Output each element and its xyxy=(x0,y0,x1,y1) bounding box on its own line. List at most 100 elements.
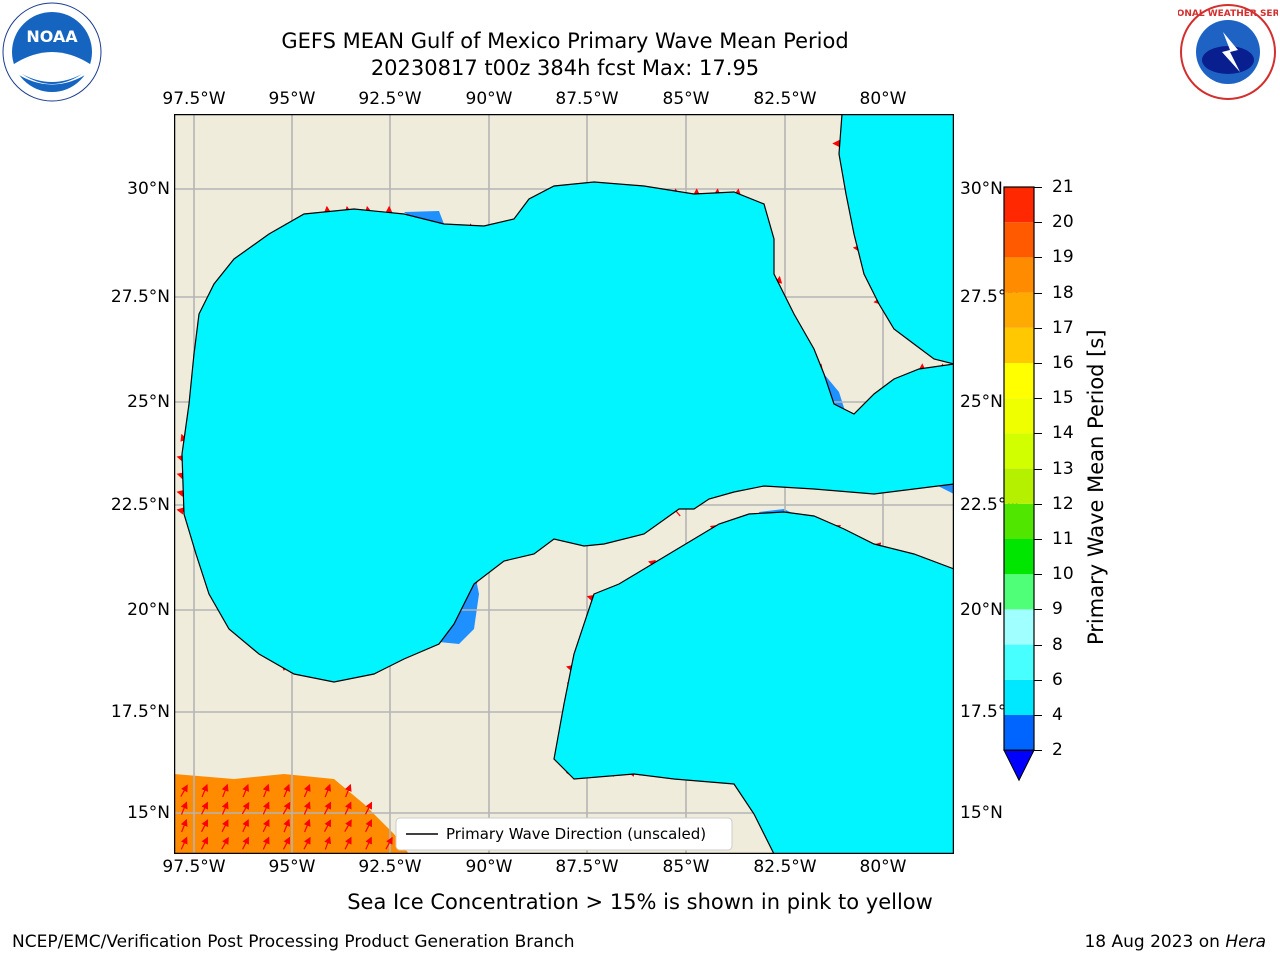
lat-tick-left: 27.5°N xyxy=(110,287,170,307)
lat-tick-left: 17.5°N xyxy=(110,702,170,722)
colorbar-swatch xyxy=(1004,327,1034,363)
lat-tick-right: 30°N xyxy=(960,179,1003,199)
colorbar-tick-label: 15 xyxy=(1052,388,1074,409)
colorbar-swatch xyxy=(1004,503,1034,539)
colorbar-tick-label: 21 xyxy=(1052,177,1074,197)
lon-tick-bottom: 82.5°W xyxy=(753,857,817,877)
lon-tick-top: 80°W xyxy=(859,89,907,109)
sea-ice-note: Sea Ice Concentration > 15% is shown in … xyxy=(347,890,933,914)
lat-tick-right: 25°N xyxy=(960,392,1003,412)
colorbar-tick-mark xyxy=(1034,468,1042,470)
colorbar-swatch xyxy=(1004,187,1034,223)
colorbar-tick-mark xyxy=(1034,609,1042,611)
lat-tick-left: 20°N xyxy=(127,600,170,620)
colorbar-tick-mark xyxy=(1034,327,1042,329)
colorbar xyxy=(1003,186,1035,782)
lat-tick-left: 15°N xyxy=(127,803,170,823)
map-subtitle: 20230817 t00z 384h fcst Max: 17.95 xyxy=(370,56,760,80)
colorbar-tick-label: 12 xyxy=(1052,493,1074,514)
wave-arrow xyxy=(221,819,229,833)
colorbar-tick-label: 11 xyxy=(1052,529,1074,549)
colorbar-tick-mark xyxy=(1034,292,1042,294)
colorbar-swatch xyxy=(1004,292,1034,328)
colorbar-tick-mark xyxy=(1034,433,1042,435)
nws-logo: NATIONAL WEATHER SERVICE xyxy=(1178,3,1278,101)
colorbar-swatch xyxy=(1004,257,1034,293)
colorbar-swatch xyxy=(1004,539,1034,575)
footer-right: 18 Aug 2023 on Hera xyxy=(1084,932,1266,952)
wave-arrow xyxy=(201,783,209,798)
noaa-logo-text: NOAA xyxy=(26,27,78,46)
colorbar-label: Primary Wave Mean Period [s] xyxy=(1084,329,1108,645)
wave-arrow xyxy=(221,801,229,815)
map-panel: Primary Wave Direction (unscaled) xyxy=(174,114,954,854)
colorbar-swatch xyxy=(1004,574,1034,610)
colorbar-tick-mark xyxy=(1034,398,1042,400)
wave-arrow xyxy=(283,818,291,833)
colorbar-tick-mark xyxy=(1034,257,1042,259)
wave-arrow xyxy=(180,818,188,833)
wave-arrow xyxy=(242,819,249,833)
wave-arrow xyxy=(200,836,209,850)
colorbar-tick-mark xyxy=(1034,644,1042,646)
wave-arrow xyxy=(344,819,352,832)
wave-arrow xyxy=(282,836,291,850)
dark-patch-texas-coast xyxy=(404,211,444,224)
lon-tick-bottom: 90°W xyxy=(465,857,513,877)
wave-arrow xyxy=(344,801,352,815)
colorbar-tick-mark xyxy=(1034,539,1042,540)
wave-arrow xyxy=(303,783,311,798)
wave-arrow xyxy=(344,783,352,798)
colorbar-tick-mark xyxy=(1034,574,1042,576)
lon-tick-bottom: 92.5°W xyxy=(358,857,422,877)
wave-arrow xyxy=(221,836,229,850)
wave-arrow xyxy=(365,819,372,833)
colorbar-tick-label: 10 xyxy=(1052,564,1074,585)
noaa-logo: NOAA xyxy=(2,2,102,102)
wave-arrow xyxy=(364,801,373,815)
colorbar-tick-label: 19 xyxy=(1052,247,1074,268)
colorbar-tick-label: 4 xyxy=(1052,705,1063,725)
colorbar-tick-label: 20 xyxy=(1052,212,1074,233)
colorbar-swatch xyxy=(1004,433,1034,469)
wave-arrow xyxy=(283,783,291,798)
wave-arrow xyxy=(324,783,332,798)
wave-arrow xyxy=(282,801,291,815)
colorbar-swatch xyxy=(1004,609,1034,645)
lon-tick-top: 85°W xyxy=(662,89,710,109)
lat-tick-right: 20°N xyxy=(960,600,1003,620)
lon-tick-top: 97.5°W xyxy=(162,89,226,109)
lat-tick-left: 30°N xyxy=(127,179,170,199)
colorbar-swatch xyxy=(1004,715,1034,751)
map-title: GEFS MEAN Gulf of Mexico Primary Wave Me… xyxy=(281,29,849,53)
lon-tick-bottom: 97.5°W xyxy=(162,857,226,877)
nws-ring-text: NATIONAL WEATHER SERVICE xyxy=(1178,9,1278,19)
colorbar-tick-mark xyxy=(1034,715,1042,716)
wave-arrow xyxy=(180,801,188,815)
lon-tick-top: 82.5°W xyxy=(753,89,817,109)
lon-tick-bottom: 87.5°W xyxy=(555,857,619,877)
map-frame xyxy=(174,114,954,854)
colorbar-swatch xyxy=(1004,398,1034,434)
colorbar-swatch xyxy=(1004,363,1034,399)
lat-tick-left: 22.5°N xyxy=(110,495,170,515)
colorbar-tick-label: 2 xyxy=(1052,740,1063,761)
wave-arrow xyxy=(201,801,208,815)
lon-tick-bottom: 80°W xyxy=(859,857,907,877)
footer-left: NCEP/EMC/Verification Post Processing Pr… xyxy=(12,932,575,952)
lon-tick-top: 92.5°W xyxy=(358,89,422,109)
colorbar-tick-label: 9 xyxy=(1052,599,1063,620)
wave-arrow xyxy=(180,784,188,797)
wave-arrow xyxy=(262,819,270,833)
colorbar-tick-mark xyxy=(1034,503,1042,505)
colorbar-tick-label: 17 xyxy=(1052,317,1074,338)
map-legend: Primary Wave Direction (unscaled) xyxy=(395,817,733,851)
wave-arrow xyxy=(262,836,270,850)
colorbar-swatch xyxy=(1004,468,1034,504)
lon-tick-top: 87.5°W xyxy=(555,89,619,109)
lon-tick-top: 90°W xyxy=(465,89,513,109)
colorbar-swatch xyxy=(1004,644,1034,680)
wave-arrow xyxy=(262,783,270,798)
colorbar-swatch xyxy=(1004,679,1034,715)
wave-arrow xyxy=(200,819,209,833)
